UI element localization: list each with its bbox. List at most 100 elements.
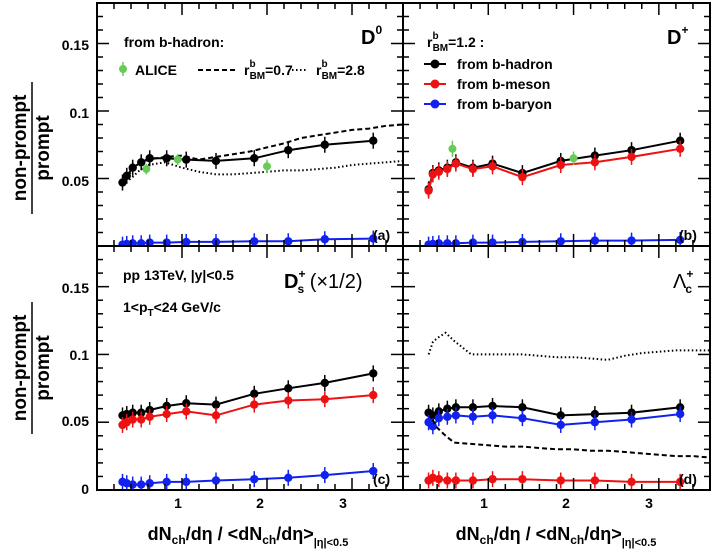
data-point-from-b-hadron [250, 154, 259, 163]
data-point-from-b-baryon [443, 239, 452, 246]
data-point-from-b-hadron [590, 409, 600, 419]
legend-hadron-label: from b-hadron [457, 56, 553, 72]
series-line-from-b-hadron [122, 372, 374, 417]
data-point-from-b-baryon [369, 466, 378, 476]
panel-c-info: pp 13TeV, |y|<0.5 1<pT<24 GeV/c [123, 267, 234, 319]
data-point-from-b-baryon [428, 422, 438, 431]
panel-b-plot [424, 132, 685, 246]
data-point-from-b-baryon [369, 234, 378, 243]
x-title-part: /dη> [276, 524, 314, 544]
data-point-from-b-baryon [590, 418, 600, 427]
data-point-from-b-meson [675, 144, 685, 153]
data-point-from-b-baryon [182, 477, 191, 487]
data-point-from-b-baryon [250, 237, 259, 246]
y-title-denominator: prompt [33, 115, 54, 181]
data-point-from-b-meson [443, 476, 452, 485]
data-point-from-b-baryon [451, 411, 461, 420]
legend-r: r [427, 34, 433, 50]
panel-a-title: D0 [361, 23, 382, 49]
x-tick-label: 2 [562, 495, 570, 511]
data-point-from-b-meson [424, 186, 433, 195]
data-point-from-b-baryon [137, 480, 146, 489]
y-tick-label: 0.1 [70, 347, 90, 363]
data-point-from-b-hadron [468, 403, 478, 412]
y-tick-label: 0.05 [62, 173, 89, 189]
panel-b-legend: rb BM=1.2 : from b-hadron from b-meson fr… [424, 31, 553, 112]
data-point-from-b-baryon [675, 235, 685, 245]
data-point-from-b-meson [434, 474, 444, 484]
data-point-from-b-hadron [162, 154, 171, 163]
data-point-from-b-baryon [556, 420, 565, 430]
y-title-numerator: non-prompt [10, 94, 31, 201]
y-title-numerator-lower: non-prompt [10, 314, 31, 421]
data-point-from-b-baryon [488, 238, 497, 246]
data-point-from-b-hadron [128, 163, 137, 172]
legend-meson-label: from b-meson [457, 76, 550, 92]
x-title-sub: ch [172, 533, 186, 547]
pt-range-part: 1<p [123, 299, 148, 315]
x-title-sub: |η|<0.5 [314, 537, 349, 549]
data-point-from-b-baryon [250, 474, 259, 484]
legend-r-val: =0.7 [265, 62, 293, 78]
alice-data-point [142, 165, 151, 174]
legend-rbm12-label: rb BM=1.2 : [427, 31, 484, 54]
data-point-from-b-meson [320, 394, 329, 404]
data-point-from-b-hadron [443, 404, 452, 413]
panel-c-tag: (c) [373, 471, 390, 487]
data-point-from-b-meson [182, 407, 191, 416]
data-point-from-b-hadron [369, 136, 378, 145]
legend-r-sup: b [432, 31, 438, 42]
data-point-from-b-meson [556, 476, 565, 485]
data-point-from-b-baryon [145, 479, 154, 488]
series-line-from-b-baryon [427, 413, 681, 428]
series-line-from-b-meson [428, 476, 681, 483]
data-point-from-b-baryon [675, 409, 685, 419]
x-title-part: /dη / <dN [494, 524, 571, 544]
data-point-from-b-hadron [284, 384, 293, 393]
data-point-from-b-hadron [162, 401, 171, 411]
particle-symbol: D [284, 271, 298, 293]
series-line-from-b-meson [121, 394, 374, 426]
series-line-from-b-hadron [428, 404, 681, 417]
data-point-from-b-meson [590, 476, 600, 485]
data-point-from-b-baryon [590, 236, 600, 245]
series-line-rbm-2-8 [427, 331, 710, 361]
pt-range-label: 1<pT<24 GeV/c [123, 299, 221, 319]
data-point-from-b-hadron [556, 411, 565, 420]
particle-charge: 0 [375, 23, 382, 37]
data-point-from-b-hadron [211, 400, 221, 409]
data-point-from-b-meson [128, 415, 137, 424]
data-point-from-b-baryon [443, 412, 452, 421]
data-point-from-b-meson [627, 152, 636, 162]
x-title-part: /dη> [584, 524, 622, 544]
series-line-from-b-hadron [427, 139, 681, 190]
y-tick-label: 0.1 [70, 105, 90, 121]
x-title-part: dN [148, 524, 172, 544]
panel-d-title: Λ+ c [673, 267, 693, 296]
panel-b-tag: (b) [679, 227, 697, 243]
y-tick-label: 0.15 [62, 280, 89, 296]
x-title-sub: ch [570, 533, 584, 547]
data-point-from-b-baryon [627, 415, 636, 424]
y-title-denominator-lower: prompt [33, 335, 54, 401]
data-point-from-b-meson [627, 477, 636, 487]
series-line-rbm-2-8 [121, 159, 403, 185]
data-point-from-b-meson [488, 162, 497, 171]
particle-flavour: c [685, 282, 692, 296]
data-point-from-b-baryon [518, 413, 527, 423]
particle-charge: + [681, 23, 688, 37]
data-point-from-b-baryon [162, 477, 171, 487]
alice-data-point [173, 155, 182, 164]
x-title-sub: ch [480, 533, 494, 547]
y-tick-label: 0.05 [62, 413, 89, 429]
data-point-from-b-hadron [250, 389, 259, 398]
x-axis-title-right: dNch/dη / <dNch/dη>|η|<0.5 [456, 524, 657, 549]
data-point-from-b-baryon [284, 237, 293, 246]
legend-hadron-marker [430, 59, 440, 69]
data-point-from-b-hadron [451, 403, 461, 412]
x-title-part: /dη / <dN [186, 524, 263, 544]
data-point-from-b-baryon [137, 239, 146, 246]
data-point-from-b-meson [250, 400, 259, 409]
data-point-from-b-meson [451, 159, 461, 168]
